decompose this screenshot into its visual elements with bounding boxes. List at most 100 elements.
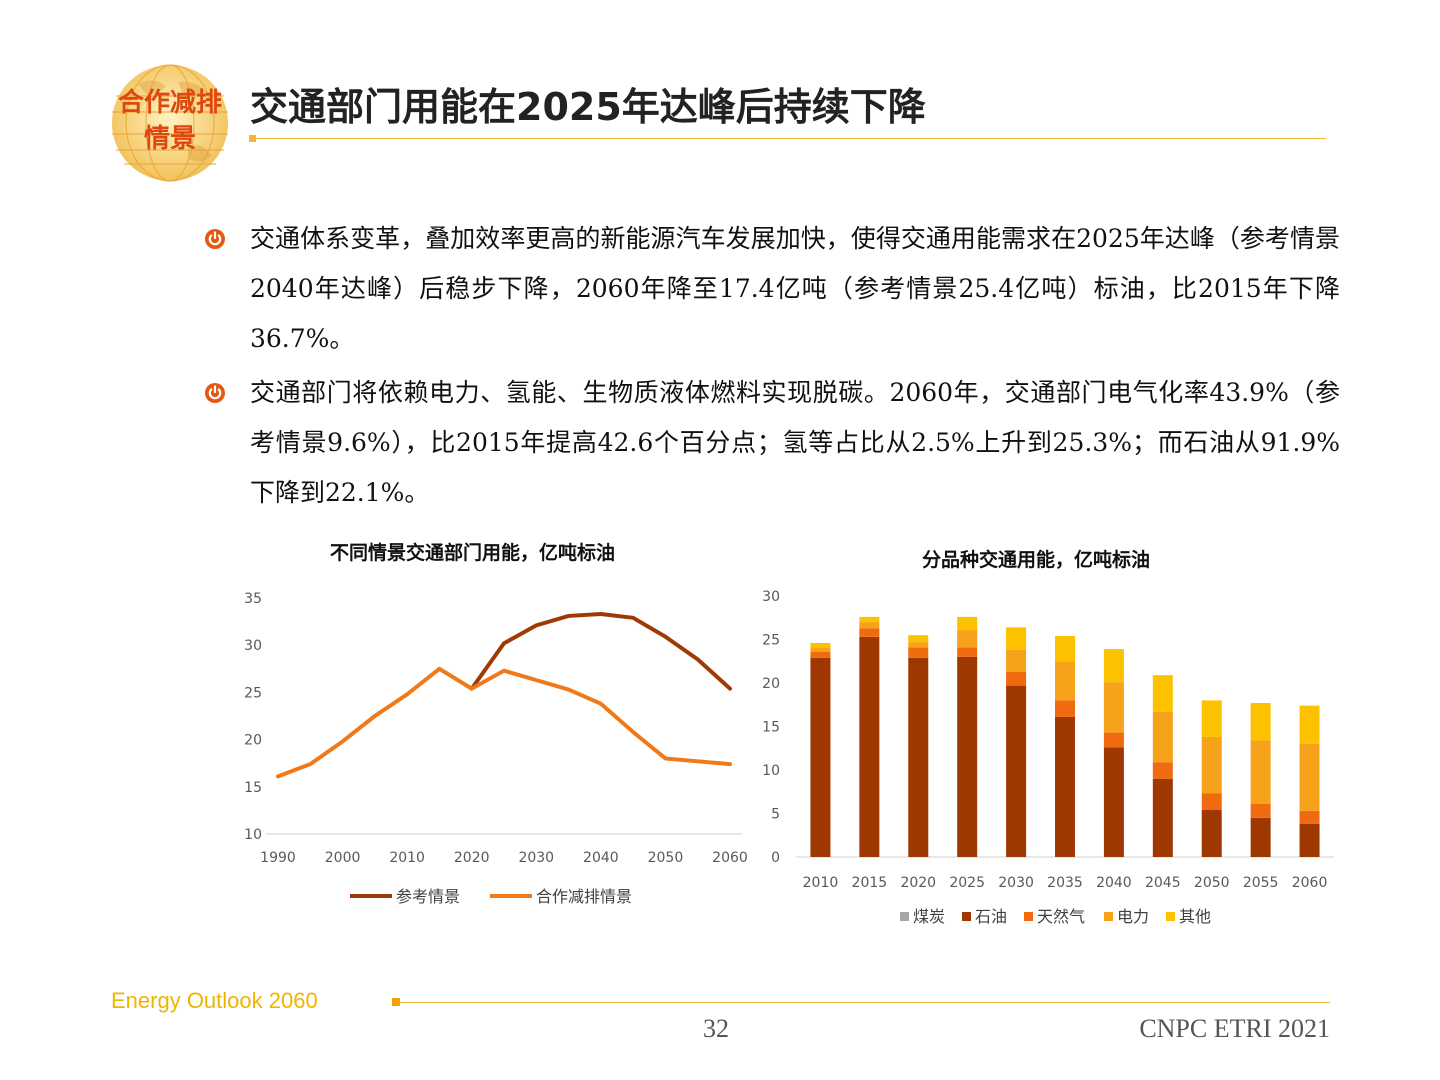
bar-segment bbox=[1055, 700, 1075, 717]
bar-segment bbox=[1055, 661, 1075, 701]
bar-segment bbox=[908, 647, 929, 658]
line-chart-x-tick: 2040 bbox=[583, 850, 619, 866]
bar-chart-y-tick: 5 bbox=[771, 807, 780, 823]
logo-line-2: 情景 bbox=[143, 124, 196, 154]
bar-chart-y-tick: 20 bbox=[762, 676, 780, 692]
bar-segment bbox=[859, 628, 880, 637]
bar-segment bbox=[1299, 743, 1320, 811]
bar-segment bbox=[1201, 736, 1222, 794]
bar-chart-y-tick: 25 bbox=[762, 633, 780, 649]
bar-legend-label: 天然气 bbox=[1037, 907, 1085, 926]
bar-segment bbox=[1152, 711, 1173, 763]
title-underline-marker bbox=[249, 135, 256, 142]
bar-segment bbox=[957, 616, 978, 630]
bar-segment bbox=[1250, 817, 1271, 857]
bar-chart-x-tick: 2040 bbox=[1096, 875, 1132, 891]
bar-chart-y-tick: 15 bbox=[762, 720, 780, 736]
bar-legend-swatch bbox=[1166, 912, 1175, 921]
line-chart-y-tick: 30 bbox=[244, 638, 262, 654]
bar-segment bbox=[1055, 636, 1075, 662]
line-chart-y-tick: 35 bbox=[244, 591, 262, 607]
bar-legend-swatch bbox=[900, 912, 909, 921]
line-chart-x-tick: 1990 bbox=[260, 850, 296, 866]
bar-chart-x-tick: 2060 bbox=[1292, 875, 1328, 891]
bar-segment bbox=[1152, 778, 1173, 857]
bar-chart-x-tick: 2020 bbox=[900, 875, 936, 891]
bar-segment bbox=[957, 647, 978, 657]
line-chart-x-tick: 2050 bbox=[648, 850, 684, 866]
line-chart-x-tick: 2030 bbox=[518, 850, 554, 866]
bar-segment bbox=[1299, 810, 1320, 824]
bar-chart-y-tick: 30 bbox=[762, 589, 780, 605]
bar-segment bbox=[1201, 810, 1222, 857]
bar-segment bbox=[1006, 671, 1027, 686]
page-title: 交通部门用能在2025年达峰后持续下降 bbox=[250, 85, 926, 129]
bar-segment bbox=[908, 642, 929, 648]
bar-segment bbox=[1299, 705, 1320, 744]
bar-legend-label: 煤炭 bbox=[913, 907, 945, 926]
bullet-power-icon bbox=[205, 383, 225, 403]
bar-legend-swatch bbox=[1104, 912, 1113, 921]
bar-chart-title: 分品种交通用能，亿吨标油 bbox=[922, 549, 1151, 571]
line-legend-label: 参考情景 bbox=[396, 887, 460, 906]
bar-segment bbox=[908, 635, 929, 643]
line-chart-title: 不同情景交通部门用能，亿吨标油 bbox=[330, 542, 616, 564]
line-chart-x-tick: 2060 bbox=[712, 850, 748, 866]
bar-segment bbox=[1201, 700, 1222, 737]
bar-segment bbox=[1006, 627, 1027, 650]
bar-chart-x-tick: 2030 bbox=[998, 875, 1034, 891]
bar-segment bbox=[1250, 803, 1271, 818]
line-chart-x-tick: 2010 bbox=[389, 850, 425, 866]
bar-chart-x-tick: 2025 bbox=[949, 875, 985, 891]
bar-segment bbox=[1006, 649, 1027, 672]
bar-segment bbox=[859, 636, 880, 857]
line-chart: 10 15 20 25 30 35 1990 2000 2010 2020 2030 2040 2050… bbox=[244, 591, 748, 906]
line-chart-y-tick: 10 bbox=[244, 827, 262, 843]
page-number: 32 bbox=[703, 1014, 729, 1043]
footer-rule-marker bbox=[392, 998, 400, 1006]
bar-segment bbox=[1152, 675, 1173, 712]
bar-segment bbox=[1299, 823, 1320, 857]
line-series-reference bbox=[469, 612, 732, 691]
bar-segment bbox=[1250, 703, 1271, 741]
line-chart-y-tick: 25 bbox=[244, 685, 262, 701]
bar-legend-label: 其他 bbox=[1179, 907, 1211, 926]
bullet-list: 交通体系变革，叠加效率更高的新能源汽车发展加快，使得交通用能需求在2025年达峰… bbox=[200, 214, 1340, 522]
bar-segment bbox=[810, 651, 831, 658]
scenario-logo: 合作减排 情景 bbox=[108, 62, 232, 184]
line-chart-x-tick: 2000 bbox=[325, 850, 361, 866]
bar-segment bbox=[810, 647, 831, 652]
footer-rule bbox=[398, 1002, 1330, 1003]
bar-segment bbox=[1103, 732, 1124, 748]
line-chart-x-tick: 2020 bbox=[454, 850, 490, 866]
bar-chart-x-tick: 2050 bbox=[1194, 875, 1230, 891]
bar-chart-x-tick: 2010 bbox=[803, 875, 839, 891]
line-chart-y-tick: 20 bbox=[244, 733, 262, 749]
bullet-item-2: 交通部门将依赖电力、氢能、生物质液体燃料实现脱碳。2060年，交通部门电气化率4… bbox=[200, 368, 1340, 518]
bar-chart-x-tick: 2045 bbox=[1145, 875, 1181, 891]
bar-chart-x-tick: 2015 bbox=[852, 875, 888, 891]
bar-legend-swatch bbox=[1024, 912, 1033, 921]
bullet-item-1: 交通体系变革，叠加效率更高的新能源汽车发展加快，使得交通用能需求在2025年达峰… bbox=[200, 214, 1340, 364]
bar-segment bbox=[957, 629, 978, 648]
bar-segment bbox=[1201, 793, 1222, 811]
bar-segment bbox=[1055, 716, 1075, 857]
footer-organization: CNPC ETRI 2021 bbox=[1139, 1014, 1330, 1043]
bar-segment bbox=[859, 616, 880, 623]
bar-chart-x-tick: 2055 bbox=[1243, 875, 1279, 891]
logo-line-1: 合作减排 bbox=[117, 88, 222, 118]
bar-chart-y-tick: 10 bbox=[762, 763, 780, 779]
bar-segment bbox=[1006, 685, 1027, 857]
bar-legend-swatch bbox=[962, 912, 971, 921]
bar-segment bbox=[1250, 740, 1271, 804]
line-chart-y-tick: 15 bbox=[244, 780, 262, 796]
bar-segment bbox=[859, 622, 880, 629]
bar-segment bbox=[810, 657, 831, 857]
bullet-text-2: 交通部门将依赖电力、氢能、生物质液体燃料实现脱碳。2060年，交通部门电气化率4… bbox=[250, 378, 1340, 507]
bar-segment bbox=[908, 657, 929, 857]
bar-segment bbox=[1103, 682, 1124, 733]
bullet-power-icon bbox=[205, 229, 225, 249]
bar-segment bbox=[1103, 649, 1124, 683]
line-series-cooperative bbox=[276, 666, 732, 779]
